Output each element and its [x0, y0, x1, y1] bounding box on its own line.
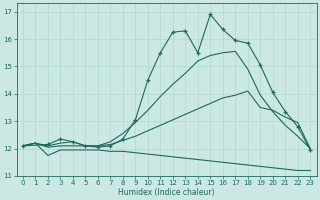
X-axis label: Humidex (Indice chaleur): Humidex (Indice chaleur): [118, 188, 215, 197]
